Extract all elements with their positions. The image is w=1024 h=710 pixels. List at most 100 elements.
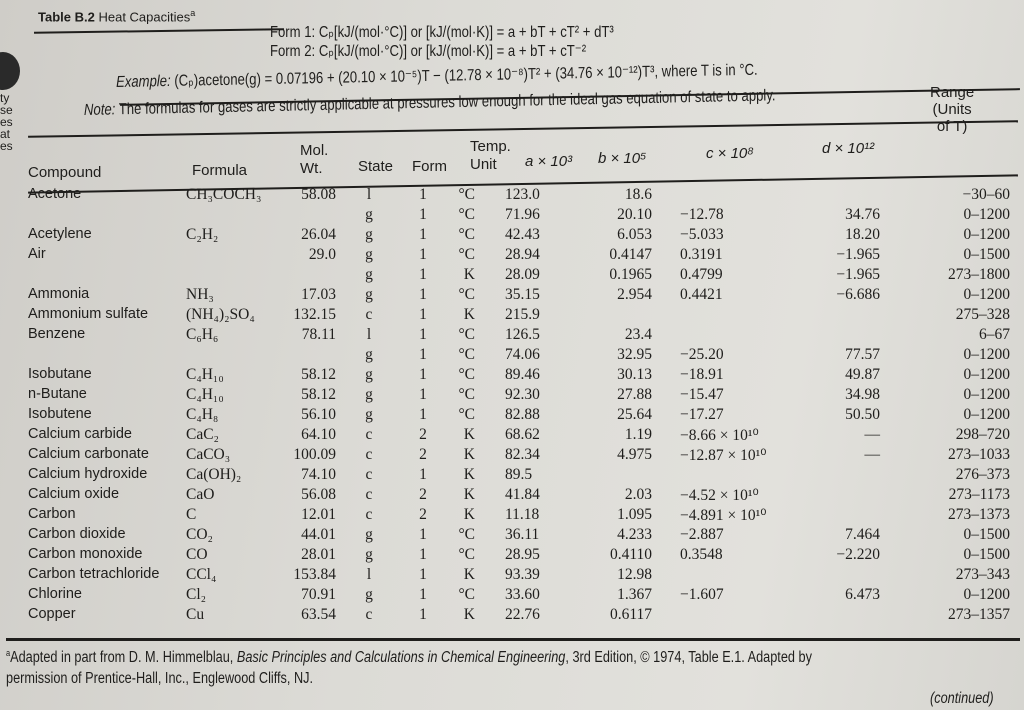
table-row: Ammonia NH₃ 17.03 g 1 °C 35.15 2.954 0.4421 −6.68… [0,286,1024,306]
b-coefficient-cell: 2.954 [617,286,652,303]
c-coefficient-cell: 0.3191 [680,246,723,263]
a-coefficient-cell: 74.06 [505,346,540,363]
state-cell: c [365,486,373,503]
header-compound: Compound [28,164,102,181]
state-cell: g [365,206,373,223]
table-row: g 1 K 28.09 0.1965 0.4799 −1.965 273–1800 [0,266,1024,286]
form-cell: 1 [419,186,427,203]
form-cell: 1 [419,386,427,403]
header-range-1: Range [930,84,975,101]
temp-unit-cell: °C [458,526,475,543]
b-coefficient-cell: 23.4 [624,326,652,343]
a-coefficient-cell: 11.18 [505,506,540,523]
table-row: Carbon monoxide CO 28.01 g 1 °C 28.95 0.4110 0.3… [0,546,1024,566]
header-a: a × 10³ [525,153,573,170]
range-cell: 0–1200 [963,206,1011,223]
temp-unit-cell: °C [458,366,475,383]
c-coefficient-cell: −5.033 [680,226,724,243]
formula-cell: CaO [186,486,215,503]
header-formula: Formula [192,162,248,179]
footnote-pre: Adapted in part from D. M. Himmelblau, [10,649,237,667]
header-form: Form [412,158,447,175]
table-row: Acetylene C₂H₂ 26.04 g 1 °C 42.43 6.053 −5.033 18… [0,226,1024,246]
state-cell: c [365,306,373,323]
a-coefficient-cell: 89.5 [505,466,533,483]
table-number: Table B.2 [38,9,95,25]
a-coefficient-cell: 42.43 [505,226,540,243]
formula-cell: C₄H₁₀ [186,366,224,383]
range-cell: 273–1800 [948,266,1010,283]
mol-wt-cell: 78.11 [301,326,336,343]
table-bottom-rule [6,638,1020,641]
b-coefficient-cell: 4.233 [617,526,652,543]
table-row: Carbon C 12.01 c 2 K 11.18 1.095 −4.891 × 10¹⁰ 27… [0,506,1024,526]
form-cell: 1 [419,246,427,263]
state-cell: c [365,426,373,443]
form-cell: 1 [419,546,427,563]
state-cell: g [365,406,373,423]
b-coefficient-cell: 4.975 [617,446,652,463]
formula-cell: CO [186,546,208,563]
header-temp-unit: Temp. Unit [470,138,511,174]
range-cell: 273–1373 [948,506,1010,523]
note-line: Note: The formulas for gases are strictl… [84,87,776,120]
note-text: The formulas for gases are strictly appl… [118,87,776,119]
compound-cell: Ammonium sulfate [28,306,149,322]
temp-unit-cell: °C [458,546,475,563]
c-coefficient-cell: −12.87 × 10¹⁰ [680,447,767,464]
formula-cell: CH₃COCH₃ [186,186,262,203]
range-cell: 273–343 [955,566,1010,583]
range-cell: 273–1357 [948,606,1010,623]
mol-wt-cell: 17.03 [301,286,336,303]
b-coefficient-cell: 6.053 [617,226,652,243]
temp-unit-cell: °C [458,586,475,603]
formula-cell: (NH₄)₂SO₄ [186,306,255,323]
range-cell: 276–373 [955,466,1010,483]
header-mol: Mol. [300,142,329,159]
header-c: c × 10⁸ [706,145,754,162]
temp-unit-cell: °C [458,206,475,223]
d-coefficient-cell: −1.965 [836,246,880,263]
c-coefficient-cell: −18.91 [680,366,724,383]
a-coefficient-cell: 93.39 [505,566,540,583]
table-row: Acetone CH₃COCH₃ 58.08 l 1 °C 123.0 18.6 −30–60 [0,186,1024,206]
margin-fragment: es [0,115,13,129]
d-coefficient-cell: 77.57 [845,346,880,363]
compound-cell: Acetone [28,186,82,202]
state-cell: g [365,226,373,243]
mol-wt-cell: 58.12 [301,386,336,403]
form-cell: 1 [419,366,427,383]
compound-cell: Calcium carbonate [28,446,149,462]
c-coefficient-cell: 0.4421 [680,286,723,303]
formula-cell: Cl₂ [186,586,207,603]
compound-cell: Chlorine [28,586,82,602]
b-coefficient-cell: 30.13 [617,366,652,383]
table-row: Calcium carbide CaC₂ 64.10 c 2 K 68.62 1.19 −8.6… [0,426,1024,446]
mol-wt-cell: 28.01 [301,546,336,563]
state-cell: g [365,266,373,283]
range-cell: 0–1200 [963,226,1011,243]
range-cell: 6–67 [979,326,1010,343]
compound-cell: Benzene [28,326,86,342]
mol-wt-cell: 26.04 [301,226,336,243]
temp-unit-cell: °C [458,286,475,303]
a-coefficient-cell: 126.5 [505,326,540,343]
header-wt: Wt. [300,160,323,177]
compound-cell: Isobutene [28,406,92,422]
b-coefficient-cell: 32.95 [617,346,652,363]
c-coefficient-cell: −12.78 [680,206,724,223]
table-row: Calcium hydroxide Ca(OH)₂ 74.10 c 1 K 89.5 276–… [0,466,1024,486]
range-cell: 298–720 [955,426,1010,443]
range-cell: 0–1200 [963,286,1011,303]
compound-cell: Calcium carbide [28,426,132,442]
note-label: Note: [83,101,116,119]
temp-unit-cell: °C [458,326,475,343]
formula-cell: CO₂ [186,526,213,543]
formula-cell: C₄H₈ [186,406,219,423]
form-cell: 2 [419,446,427,463]
c-coefficient-cell: −4.891 × 10¹⁰ [680,507,767,524]
form-cell: 1 [419,266,427,283]
state-cell: g [365,366,373,383]
b-coefficient-cell: 25.64 [617,406,652,423]
compound-cell: Carbon monoxide [28,546,143,562]
